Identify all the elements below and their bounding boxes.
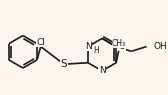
Text: CH₃: CH₃ <box>112 38 126 48</box>
Text: OH: OH <box>153 42 167 51</box>
Text: N: N <box>99 66 106 75</box>
Text: O: O <box>118 42 125 51</box>
Text: Cl: Cl <box>36 38 45 47</box>
Text: H: H <box>93 46 99 55</box>
Text: N: N <box>85 42 91 51</box>
Text: S: S <box>61 59 67 69</box>
